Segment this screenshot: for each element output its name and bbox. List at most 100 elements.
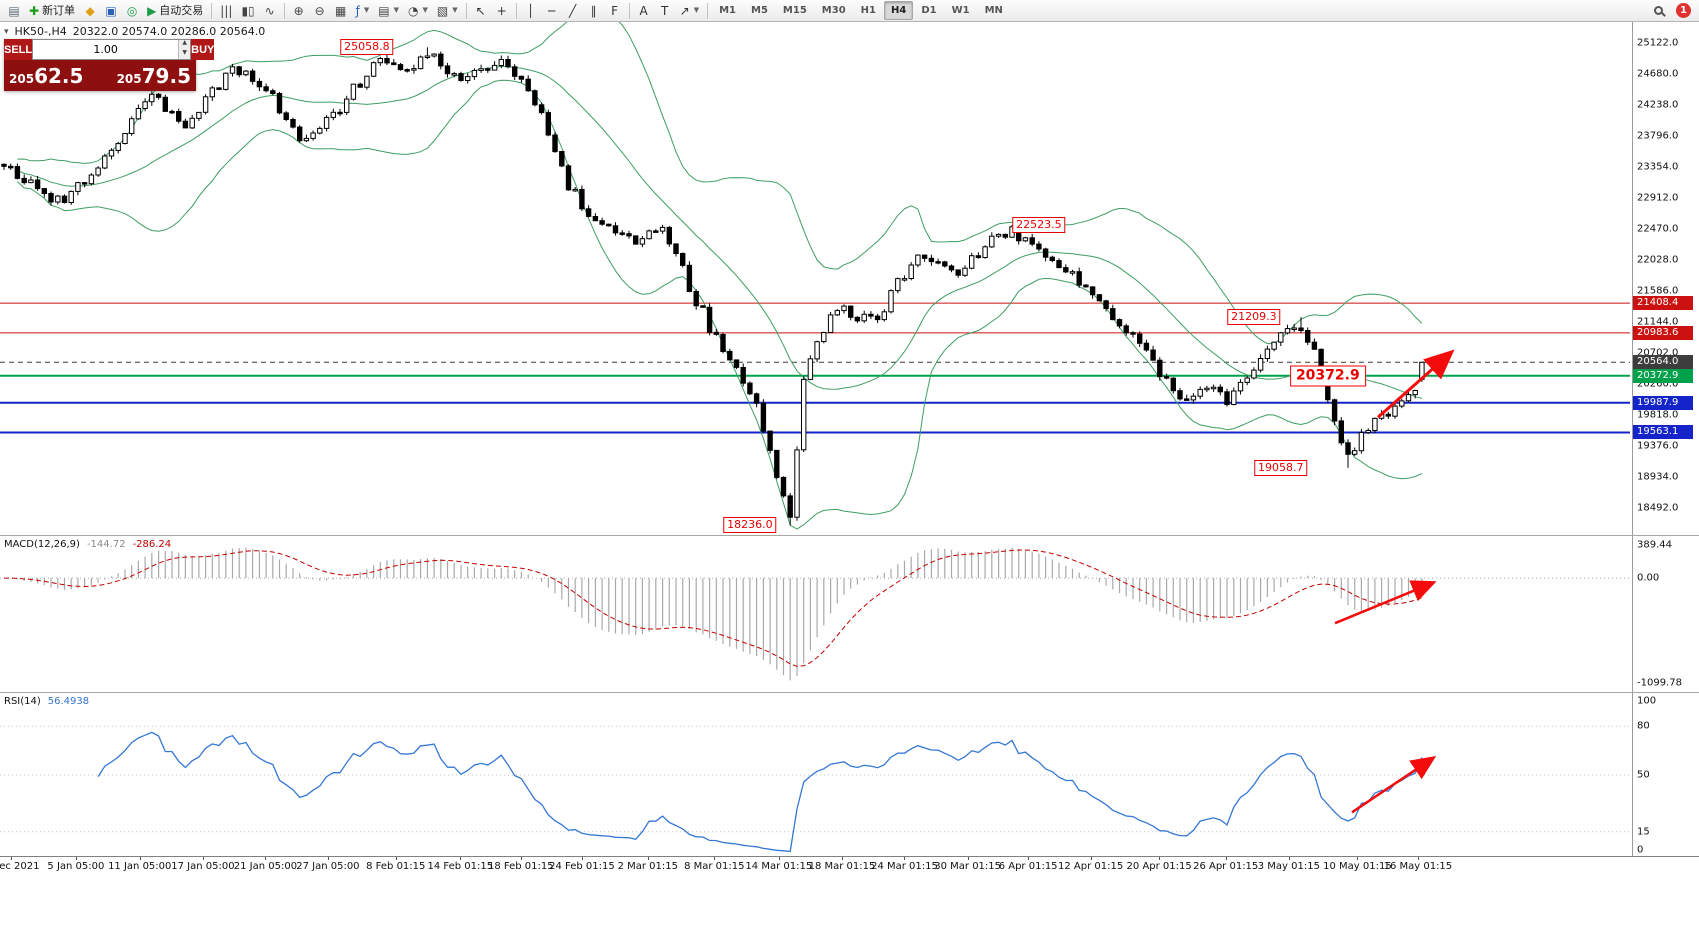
buy-price[interactable]: 205 79.5 xyxy=(117,64,191,88)
timeframe-button-M15[interactable]: M15 xyxy=(782,5,807,16)
price-level-badge-19987.9[interactable]: 19987.9 xyxy=(1633,395,1693,410)
candle-body xyxy=(1284,328,1291,334)
candle-body xyxy=(236,66,242,76)
price-tick-label: 21144.0 xyxy=(1637,316,1679,328)
time-tick xyxy=(1288,857,1290,860)
candle-body xyxy=(552,134,558,153)
candlestick-chart-button[interactable]: ▮▯ xyxy=(237,1,258,20)
candle-body xyxy=(1210,386,1217,390)
candle-body xyxy=(834,310,840,316)
templates-button[interactable]: ▧ ▼ xyxy=(433,1,462,20)
zoom-in-button[interactable]: ⊕ xyxy=(289,1,309,20)
candle-body xyxy=(41,188,47,195)
main-chart-svg[interactable] xyxy=(0,22,1630,535)
timeframe-button-M30[interactable]: M30 xyxy=(821,5,846,16)
price-callout-22523.5[interactable]: 22523.5 xyxy=(1012,216,1066,233)
price-callout-18236.0[interactable]: 18236.0 xyxy=(723,517,777,534)
trend-arrow-main[interactable] xyxy=(1377,349,1455,419)
candle-body xyxy=(801,378,807,451)
candle-body xyxy=(559,151,565,167)
volume-down-button[interactable]: ▼ xyxy=(179,49,191,59)
timeframe-button-H4[interactable]: H4 xyxy=(884,1,914,20)
candle-body xyxy=(1392,405,1398,417)
macd-panel-svg[interactable] xyxy=(0,537,1630,691)
candle-body xyxy=(108,149,115,157)
rsi-panel-svg[interactable] xyxy=(0,694,1630,856)
macd-label: MACD(12,26,9) -144.72 -286.24 xyxy=(4,539,171,550)
price-callout-25058.8[interactable]: 25058.8 xyxy=(340,39,394,56)
indicators-button[interactable]: ƒ ▼ xyxy=(352,1,374,20)
candle-body xyxy=(491,64,498,71)
price-callout-19058.7[interactable]: 19058.7 xyxy=(1254,459,1308,476)
cursor-button[interactable]: ↖ xyxy=(471,1,491,20)
tile-windows-button[interactable]: ▦ xyxy=(331,1,351,20)
time-label: 26 Apr 01:15 xyxy=(1193,861,1259,872)
new-chart-button[interactable]: ▤ ▼ xyxy=(374,1,403,20)
fibonacci-button[interactable]: F xyxy=(605,1,625,20)
candle-body xyxy=(364,75,370,88)
timeframe-button-W1[interactable]: W1 xyxy=(951,5,970,16)
candle-body xyxy=(908,264,914,279)
macd-panel-divider[interactable] xyxy=(0,535,1699,536)
zoom-out-button[interactable]: ⊖ xyxy=(310,1,330,20)
collapse-one-click-icon[interactable]: ▾ xyxy=(4,26,9,37)
price-callout-20372.9[interactable]: 20372.9 xyxy=(1289,365,1366,387)
timeframe-button-H1[interactable]: H1 xyxy=(860,5,876,16)
trend-arrow-macd[interactable] xyxy=(1334,580,1437,625)
price-level-badge-20983.6[interactable]: 20983.6 xyxy=(1633,325,1693,340)
candle-body xyxy=(1089,286,1096,296)
price-level-badge-21408.4[interactable]: 21408.4 xyxy=(1633,296,1693,311)
candle-body xyxy=(417,56,424,70)
candle-body xyxy=(901,278,908,281)
channel-button[interactable]: ∥ xyxy=(584,1,604,20)
timeframe-button-D1[interactable]: D1 xyxy=(921,5,937,16)
volume-up-button[interactable]: ▲ xyxy=(179,40,191,50)
market-button[interactable]: ▣ xyxy=(101,1,121,20)
sell-button[interactable]: SELL xyxy=(4,39,33,60)
timeframe-button-MN[interactable]: MN xyxy=(984,5,1003,16)
trend-arrow-rsi[interactable] xyxy=(1351,756,1437,814)
candle-body xyxy=(283,112,289,121)
timeframe-button-M1[interactable]: M1 xyxy=(719,5,736,16)
candle-body xyxy=(458,73,464,81)
signals-button[interactable]: ◎ xyxy=(122,1,142,20)
candle-body xyxy=(176,111,182,122)
candle-body xyxy=(1244,377,1250,383)
horizontal-line-button[interactable]: ─ xyxy=(542,1,562,20)
mql-editor-button[interactable]: ◆ xyxy=(80,1,100,20)
trendline-button[interactable]: ╱ xyxy=(563,1,583,20)
candle-body xyxy=(122,133,128,144)
vertical-line-button[interactable]: │ xyxy=(521,1,541,20)
price-level-badge-19563.1[interactable]: 19563.1 xyxy=(1633,425,1693,440)
rsi-panel-divider[interactable] xyxy=(0,692,1699,693)
price-level-badge-20564.0[interactable]: 20564.0 xyxy=(1633,355,1693,370)
label-button[interactable]: T xyxy=(655,1,675,20)
line-chart-button[interactable]: ∿ xyxy=(260,1,280,20)
timeframe-button-M5[interactable]: M5 xyxy=(751,5,768,16)
time-label: 10 May 01:15 xyxy=(1323,861,1392,872)
macd-signal-line xyxy=(4,549,1423,667)
candle-body xyxy=(1184,398,1190,401)
text-button[interactable]: A xyxy=(634,1,654,20)
arrows-button[interactable]: ↗ ▼ xyxy=(676,1,703,20)
candle-body xyxy=(1251,369,1257,379)
candle-body xyxy=(827,314,834,333)
toolbar-separator xyxy=(628,2,630,19)
search-button[interactable] xyxy=(1650,1,1671,20)
symbol-period-label: HK50-,H4 xyxy=(14,25,67,38)
crosshair-button[interactable]: + xyxy=(492,1,512,20)
chart-window-button[interactable]: ▤ xyxy=(4,1,24,20)
new-order-button[interactable]: ✚ 新订单 xyxy=(25,1,79,20)
candle-body xyxy=(337,111,343,115)
price-level-badge-20372.9[interactable]: 20372.9 xyxy=(1633,368,1693,383)
sell-price[interactable]: 205 62.5 xyxy=(9,64,83,88)
price-axis[interactable] xyxy=(1632,22,1633,856)
periods-button[interactable]: ◔ ▼ xyxy=(404,1,432,20)
notification-badge[interactable]: 1 xyxy=(1676,3,1691,18)
bar-chart-button[interactable]: ||| xyxy=(216,1,236,20)
autotrading-button[interactable]: ▶ 自动交易 xyxy=(143,1,207,20)
price-callout-21209.3[interactable]: 21209.3 xyxy=(1227,309,1281,326)
buy-button[interactable]: BUY xyxy=(191,39,215,60)
volume-input[interactable] xyxy=(33,40,179,59)
